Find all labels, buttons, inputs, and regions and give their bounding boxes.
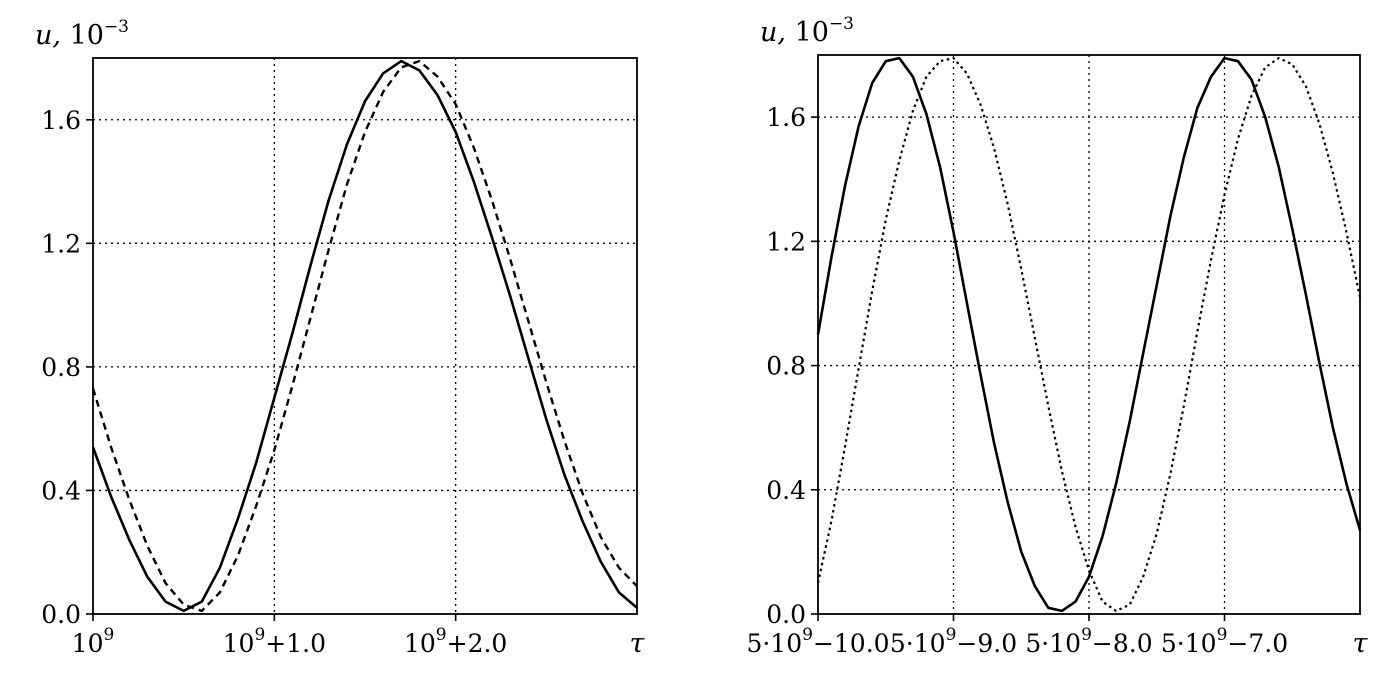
x-tick-label: 109+2.0 bbox=[404, 625, 507, 658]
y-tick-label: 1.6 bbox=[41, 106, 81, 135]
left-panel: 0.0 0.4 0.8 1.2 1.6 109 109+1.0 109+2.0 τ u, 10−3 bbox=[35, 17, 646, 659]
y-tick-label: 0.8 bbox=[766, 352, 806, 381]
y-tick-label: 1.2 bbox=[766, 227, 806, 256]
x-axis-label: τ bbox=[1353, 628, 1369, 659]
y-axis-label: u, 10−3 bbox=[760, 14, 854, 48]
right-panel: 0.00.40.81.21.65·109−10.0 5·109−9.0 5·109−… bbox=[746, 14, 1368, 659]
y-tick-label: 1.2 bbox=[41, 229, 81, 258]
y-axis-label: u, 10−3 bbox=[35, 17, 129, 51]
y-tick-label: 1.6 bbox=[766, 103, 806, 132]
x-tick-label: 109 bbox=[72, 625, 115, 658]
series-line-solid bbox=[816, 56, 1362, 613]
y-tick-label: 0.0 bbox=[41, 600, 81, 629]
plot-frame bbox=[92, 57, 638, 615]
series-line-dashed bbox=[91, 59, 638, 613]
x-tick-label: 5·109−7.0 bbox=[1161, 625, 1288, 658]
y-tick-label: 0.4 bbox=[41, 476, 81, 505]
x-tick-label: 5·109−10.0 bbox=[746, 625, 889, 658]
y-tick-label: 0.0 bbox=[766, 600, 806, 629]
series-line-dotted bbox=[816, 57, 1362, 612]
y-tick-label: 0.4 bbox=[766, 476, 806, 505]
series-line-solid bbox=[91, 59, 638, 613]
x-tick-label: 5·109−8.0 bbox=[1025, 625, 1152, 658]
x-axis-label: τ bbox=[630, 628, 646, 659]
x-tick-label: 109+1.0 bbox=[223, 625, 326, 658]
x-tick-label: 5·109−9.0 bbox=[890, 625, 1017, 658]
y-tick-label: 0.8 bbox=[41, 353, 81, 382]
